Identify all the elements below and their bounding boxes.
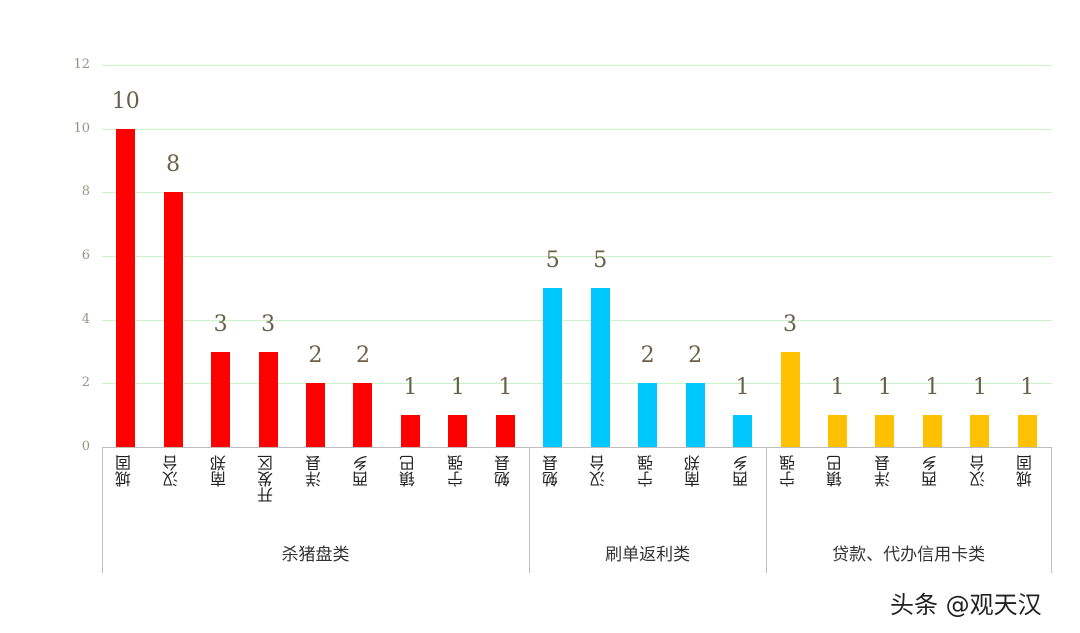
bar bbox=[258, 351, 278, 447]
x-category-label: 开发区 bbox=[257, 455, 277, 503]
data-label: 3 bbox=[261, 311, 276, 337]
bar bbox=[590, 287, 610, 447]
data-label: 1 bbox=[925, 375, 940, 401]
group-label: 贷款、代办信用卡类 bbox=[832, 545, 986, 565]
bar bbox=[116, 128, 136, 447]
gridline bbox=[102, 319, 1052, 321]
x-category-label: 西乡 bbox=[731, 455, 751, 487]
data-label: 8 bbox=[166, 152, 181, 178]
x-category-label: 镇巴 bbox=[826, 455, 846, 487]
bar bbox=[495, 415, 515, 447]
x-category-label: 西乡 bbox=[921, 455, 941, 487]
x-category-label: 城固 bbox=[1016, 455, 1036, 487]
gridline bbox=[102, 65, 1052, 66]
data-label: 10 bbox=[111, 88, 140, 114]
x-category-label: 宁强 bbox=[636, 455, 656, 487]
bar bbox=[780, 351, 800, 447]
x-category-label: 洋县 bbox=[304, 455, 324, 487]
data-label: 2 bbox=[640, 343, 655, 369]
data-label: 1 bbox=[450, 375, 465, 401]
gridline bbox=[102, 256, 1052, 257]
bar bbox=[827, 415, 847, 447]
data-label: 2 bbox=[355, 343, 370, 369]
data-label: 1 bbox=[877, 375, 892, 401]
data-label: 2 bbox=[308, 343, 323, 369]
bar bbox=[733, 415, 753, 447]
x-category-label: 南郑 bbox=[684, 455, 704, 487]
bar bbox=[400, 415, 420, 447]
data-label: 1 bbox=[735, 375, 750, 401]
data-label: 1 bbox=[498, 375, 513, 401]
y-tick-label: 0 bbox=[81, 439, 90, 454]
bar bbox=[353, 383, 373, 447]
group-separator bbox=[102, 448, 103, 573]
bar bbox=[211, 351, 231, 447]
data-label: 3 bbox=[213, 311, 228, 337]
gridline bbox=[102, 192, 1052, 194]
y-tick-label: 2 bbox=[81, 375, 90, 391]
y-tick-label: 6 bbox=[81, 248, 90, 263]
x-category-label: 宁强 bbox=[446, 455, 466, 487]
x-category-label: 汉台 bbox=[589, 455, 609, 487]
x-axis-line bbox=[102, 447, 1052, 448]
x-category-label: 南郑 bbox=[209, 455, 229, 487]
y-tick-label: 8 bbox=[81, 184, 90, 200]
x-category-label: 汉台 bbox=[162, 455, 182, 487]
bar bbox=[543, 287, 563, 447]
x-category-label: 勉县 bbox=[494, 455, 514, 487]
data-label: 5 bbox=[545, 247, 560, 273]
bar bbox=[922, 415, 942, 447]
watermark: 头条 @观天汉 bbox=[890, 591, 1042, 619]
gridline bbox=[102, 383, 1052, 385]
x-category-label: 镇巴 bbox=[399, 455, 419, 487]
data-label: 3 bbox=[783, 311, 798, 337]
y-tick-label: 12 bbox=[73, 57, 90, 72]
x-category-label: 城固 bbox=[114, 455, 134, 487]
group-label: 杀猪盘类 bbox=[281, 545, 350, 565]
bar bbox=[638, 383, 658, 447]
x-category-label: 汉台 bbox=[968, 455, 988, 487]
data-label: 1 bbox=[972, 375, 987, 401]
bar bbox=[970, 415, 990, 447]
group-separator bbox=[766, 448, 768, 573]
data-label: 2 bbox=[688, 343, 703, 369]
x-category-label: 勉县 bbox=[541, 455, 561, 487]
data-label: 1 bbox=[830, 375, 845, 401]
x-category-label: 洋县 bbox=[873, 455, 893, 487]
data-label: 1 bbox=[403, 375, 418, 401]
data-label: 1 bbox=[1020, 375, 1035, 401]
y-tick-label: 10 bbox=[73, 120, 90, 136]
group-separator bbox=[1051, 448, 1052, 573]
x-category-label: 西乡 bbox=[351, 455, 371, 487]
gridline bbox=[102, 128, 1052, 130]
group-label: 刷单返利类 bbox=[605, 545, 691, 565]
bar bbox=[448, 415, 468, 447]
x-category-label: 宁强 bbox=[779, 455, 799, 487]
bar bbox=[875, 415, 895, 447]
bar bbox=[1017, 415, 1037, 447]
group-separator bbox=[529, 448, 531, 573]
data-label: 5 bbox=[593, 247, 608, 273]
y-tick-label: 4 bbox=[81, 311, 90, 327]
bar bbox=[163, 192, 183, 447]
bar bbox=[306, 383, 326, 447]
bar bbox=[685, 383, 705, 447]
